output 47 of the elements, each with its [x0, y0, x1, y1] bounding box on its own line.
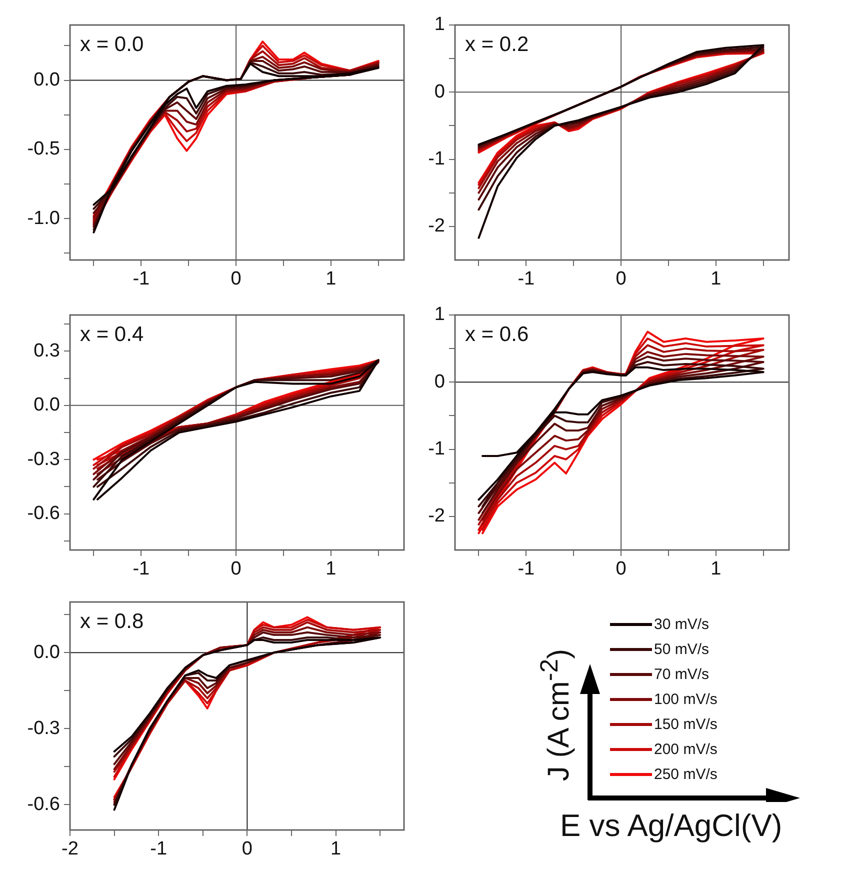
y-tick-label: 0.0	[34, 394, 60, 416]
x-tick-label: 0	[230, 558, 242, 580]
y-tick-label: 0.3	[34, 340, 60, 362]
y-tick-label: -0.3	[27, 718, 60, 739]
legend-label: 250 mV/s	[654, 766, 718, 783]
y-tick-label: 0	[434, 371, 445, 392]
x-tick-label: -1	[132, 558, 150, 580]
y-tick-label: -1	[428, 148, 445, 170]
y-tick-label: -0.6	[27, 503, 60, 524]
y-tick-label: -0.6	[27, 794, 60, 815]
y-tick-label: -0.5	[27, 138, 60, 160]
chart-title: x = 0.0	[80, 33, 144, 56]
y-tick-label: 0	[434, 81, 445, 102]
y-tick-label: 1	[434, 14, 445, 36]
x-tick-label: 1	[330, 838, 342, 860]
chart-title: x = 0.2	[465, 33, 529, 56]
x-tick-label: 1	[710, 268, 722, 290]
chart-title: x = 0.6	[465, 323, 529, 346]
x-tick-label: 0	[616, 558, 626, 580]
y-tick-label: 0.0	[34, 70, 60, 91]
legend-label: 70 mV/s	[654, 666, 710, 683]
x-tick-label: -1	[150, 838, 168, 860]
legend-label: 50 mV/s	[654, 641, 710, 658]
chart-title: x = 0.4	[80, 323, 144, 346]
x-tick-label: 0	[230, 268, 242, 290]
y-tick-label: -1	[428, 438, 445, 460]
x-tick-label: 1	[326, 268, 336, 290]
x-tick-label: -1	[518, 268, 535, 290]
y-tick-label: 0.0	[34, 642, 60, 663]
chart-title: x = 0.8	[80, 610, 144, 633]
y-tick-label: -0.3	[27, 448, 60, 470]
y-tick-label: -2	[428, 216, 445, 237]
y-tick-label: -1.0	[27, 208, 60, 229]
x-tick-label: 0	[242, 838, 252, 860]
y-tick-label: -2	[428, 506, 445, 527]
legend-label: 100 mV/s	[654, 691, 718, 708]
legend-label: 150 mV/s	[654, 716, 718, 733]
x-tick-label: -1	[518, 558, 535, 580]
x-axis-title: E vs Ag/AgCl(V)	[560, 808, 782, 844]
x-tick-label: -2	[62, 838, 78, 860]
legend-label: 30 mV/s	[654, 616, 710, 633]
x-tick-label: -1	[132, 268, 150, 290]
y-tick-label: 1	[434, 304, 445, 326]
x-tick-label: 1	[326, 558, 336, 580]
x-tick-label: 1	[710, 558, 722, 580]
legend-label: 200 mV/s	[654, 741, 718, 758]
x-tick-label: 0	[616, 268, 626, 290]
